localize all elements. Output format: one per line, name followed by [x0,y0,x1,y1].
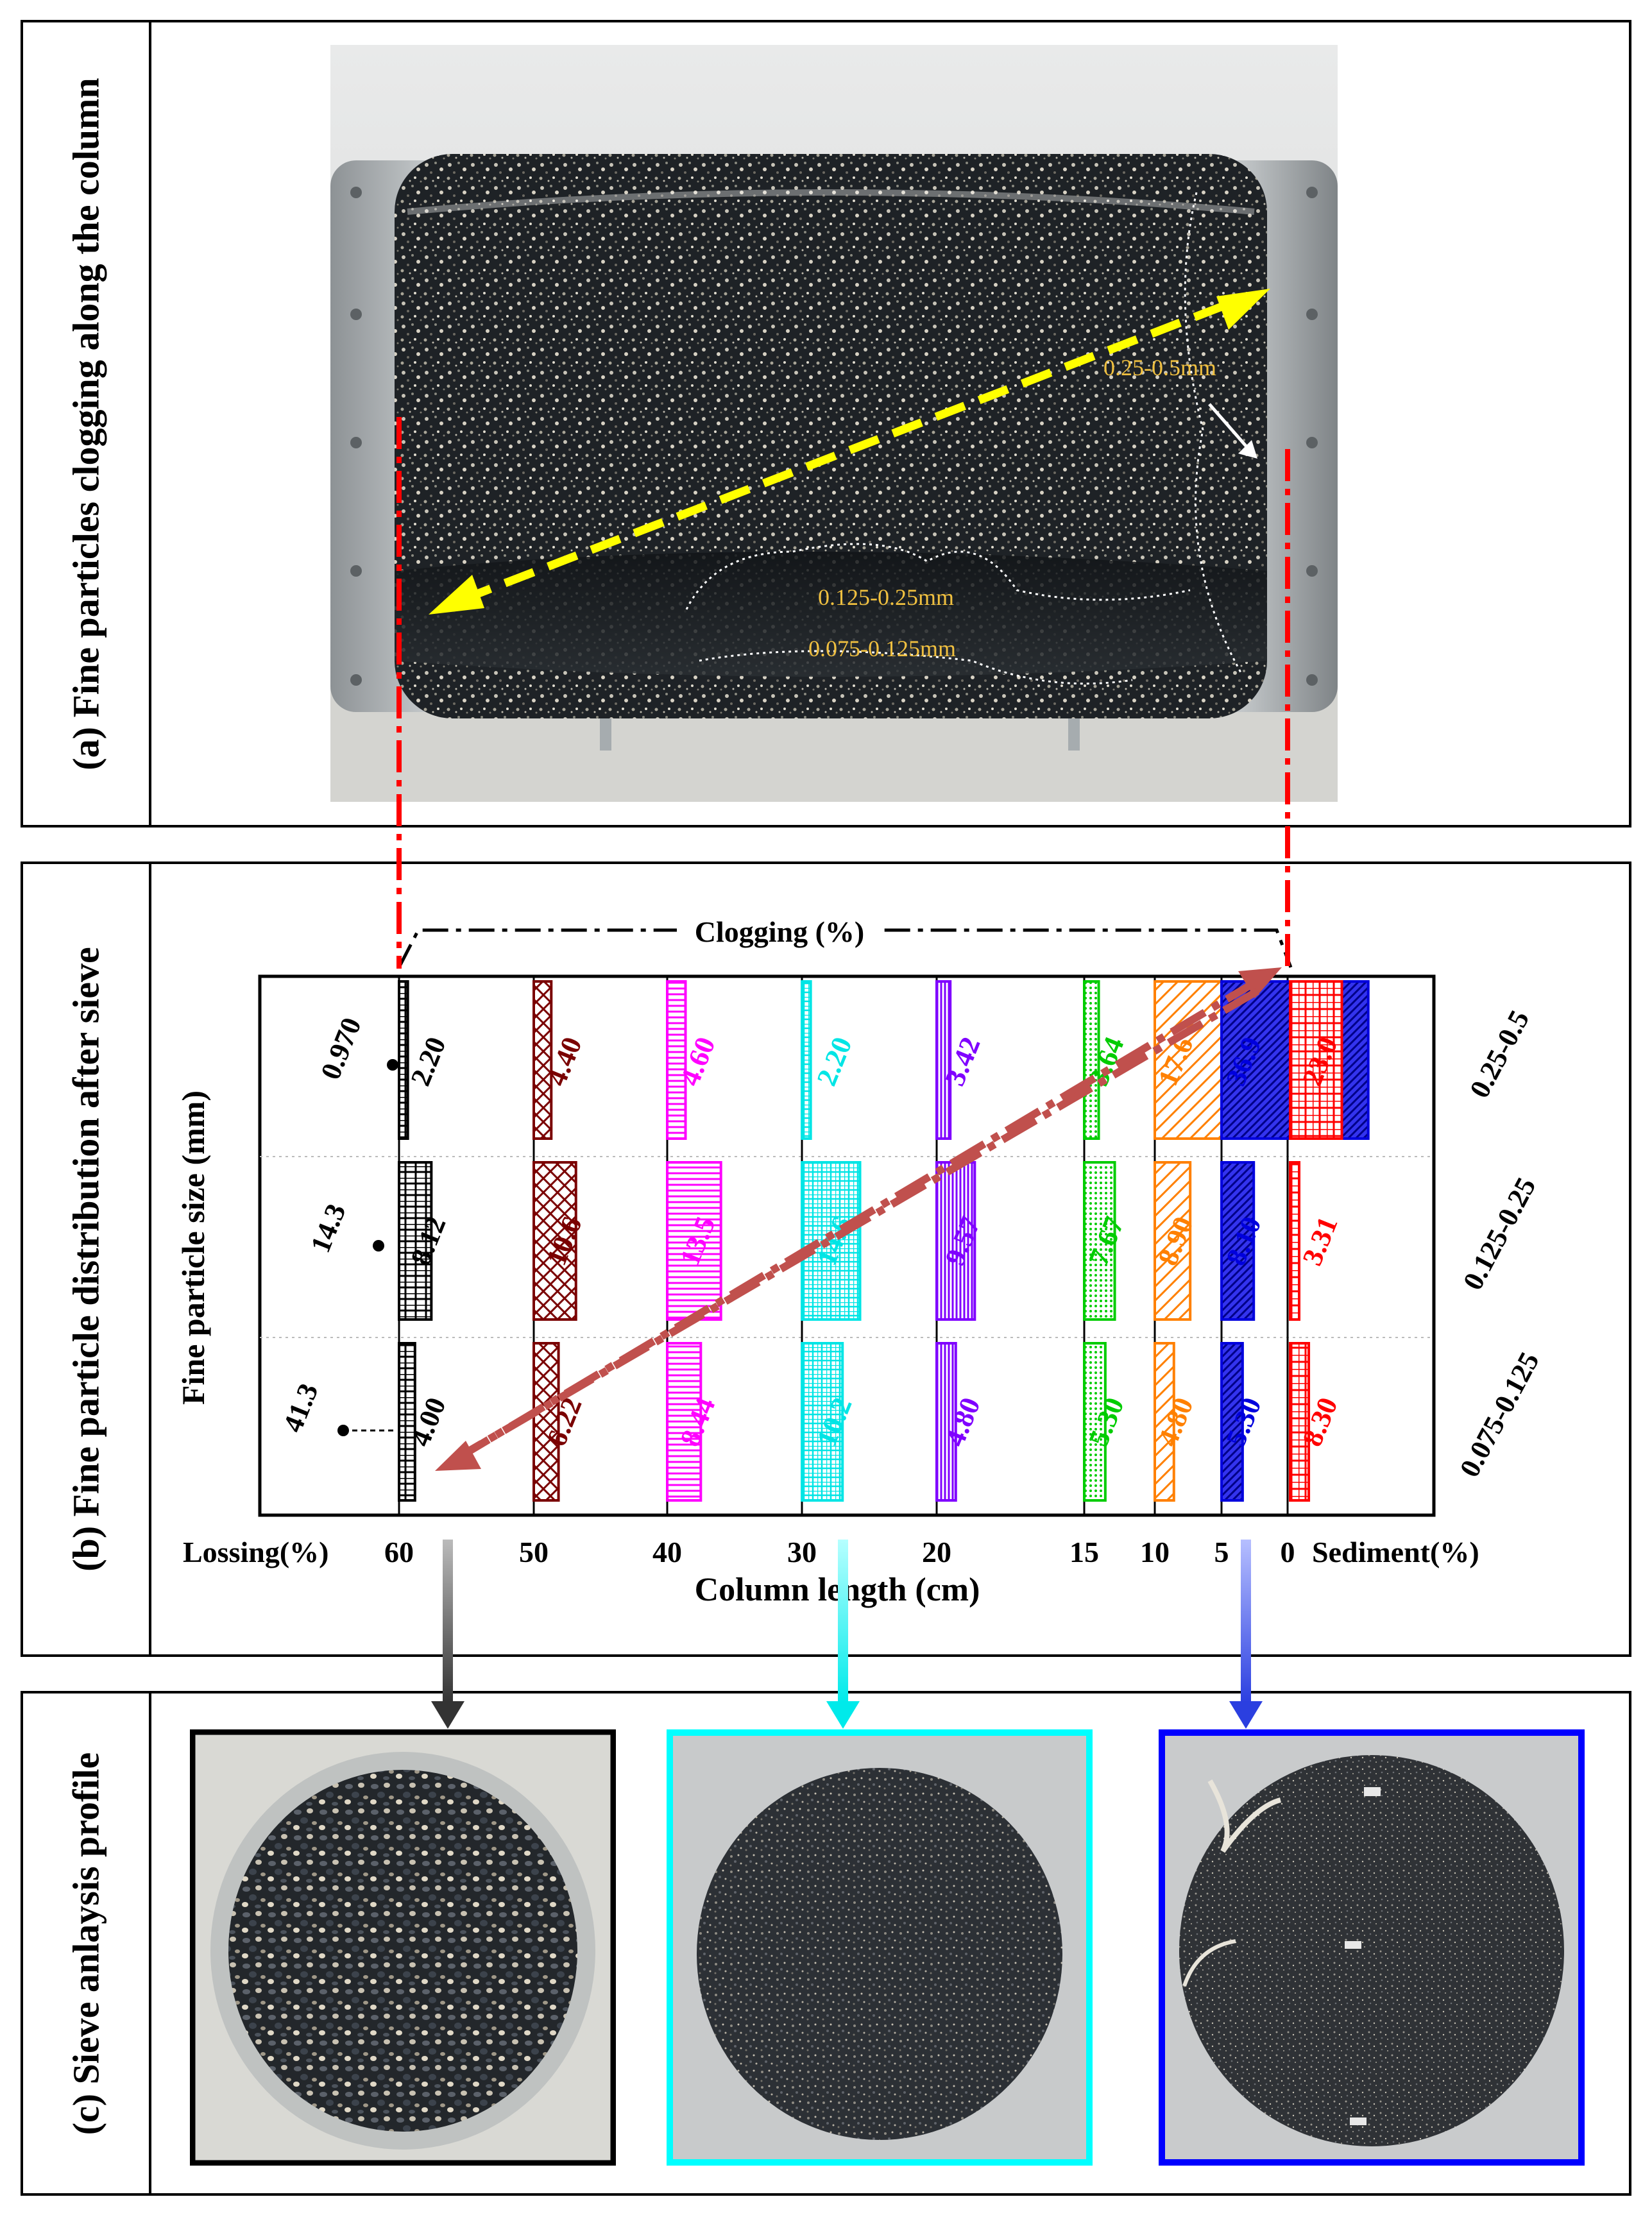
sediment-bar [1289,1342,1311,1502]
clogging-bar [1083,1342,1107,1502]
clogging-bar [398,980,409,1140]
label-fine-size: 0.075-0.125mm [808,636,956,661]
clogging-bar [935,1342,957,1502]
clogging-bar [1083,1161,1116,1321]
clogging-bar [801,1161,862,1321]
label-coarse-size: 0.25-0.5mm [1103,355,1216,380]
sieve-photo-60cm [190,1729,616,2166]
x-tick-label: 5 [1214,1536,1229,1568]
frame-5cm [1159,1729,1585,2166]
panel-c-side: (c) Sieve anlaysis profile [23,1693,151,2193]
sediment-bar [1289,1161,1300,1321]
sieve-photo-5cm [1159,1729,1585,2166]
x-tick-label: 10 [1140,1536,1170,1568]
clogging-value: 2.20 [810,1033,858,1091]
clogging-bar [801,980,812,1140]
x-tick-label: 50 [519,1536,549,1568]
frame-60cm [190,1729,616,2166]
clogging-bar [801,1342,844,1502]
arrow-to-sieve-60cm [431,1540,464,1729]
x-tick-label: 40 [652,1536,682,1568]
clogging-value: 2.20 [404,1033,452,1091]
x-tick-label: 15 [1069,1536,1099,1568]
clogging-bar [398,1161,433,1321]
size-group-label: 0.075-0.125 [1454,1347,1546,1482]
clogging-bar [666,1342,703,1502]
frame-30cm [667,1729,1093,2166]
y-axis-title: Fine particle size (mm) [175,1091,211,1405]
size-group-label: 0.25-0.5 [1463,1005,1535,1103]
lossing-value: 41.3 [277,1379,324,1437]
size-group-label: 0.125-0.25 [1457,1173,1542,1295]
lossing-marker [387,1059,398,1071]
sediment-bar [1289,980,1343,1140]
clogging-bar [1154,1161,1192,1321]
clogging-bar [532,1342,560,1502]
x-tick-label: 30 [787,1536,817,1568]
clogging-bar [532,980,553,1140]
lossing-value: 14.3 [304,1200,352,1257]
sediment-value: 3.31 [1296,1212,1343,1270]
clogging-bar [1154,980,1227,1140]
clogging-bar [1220,1161,1256,1321]
clogging-bar [532,1161,577,1321]
panel-a-side: (a) Fine particles clogging along the co… [23,22,151,825]
clogging-bar [398,1342,416,1502]
clogging-bar [1083,980,1100,1140]
arrow-to-sieve-30cm [826,1540,860,1729]
clogging-bar [666,980,687,1140]
x-tick-label: 0 [1281,1536,1295,1568]
clogging-bar [1220,1342,1244,1502]
arrow-to-sieve-5cm [1229,1540,1263,1729]
sieve-photo-30cm [667,1729,1093,2166]
x-tick-label: 20 [922,1536,951,1568]
clogging-bar [1154,1342,1175,1502]
panel-b-side: (b) Fine particle distribution after sie… [23,864,151,1654]
x-tick-label: 60 [384,1536,414,1568]
flow-direction-arrow [429,289,1270,615]
clogging-bar [666,1161,722,1321]
lossing-marker [373,1240,384,1252]
chart-plot-area [258,974,1436,1517]
lower-trend-arrow [435,987,1260,1471]
clogging-bar [935,980,952,1140]
lossing-label: Lossing(%) [183,1536,328,1568]
x-axis-title: Column length (cm) [695,1572,980,1608]
sediment-label: Sediment(%) [1312,1536,1479,1568]
label-mid-size: 0.125-0.25mm [818,584,954,610]
lossing-value: 0.970 [314,1013,368,1083]
clogging-label: Clogging (%) [695,915,865,948]
